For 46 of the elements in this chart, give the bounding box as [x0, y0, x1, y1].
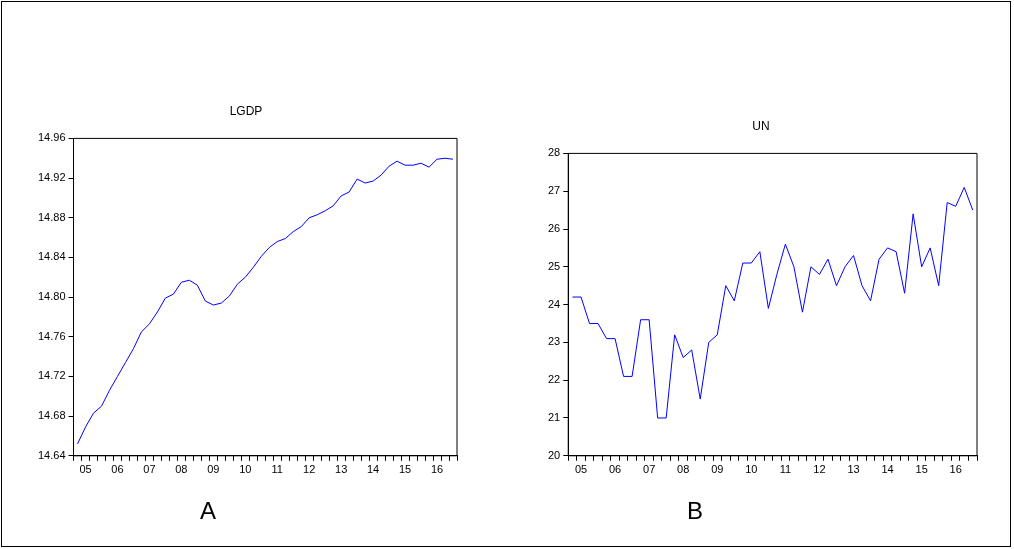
- y-tick-label: 24: [547, 297, 561, 310]
- x-tick-label: 12: [303, 463, 316, 476]
- x-tick-label: 11: [779, 463, 792, 476]
- x-tick-label: 09: [711, 463, 724, 476]
- x-tick-label: 07: [143, 463, 156, 476]
- x-tick-label: 16: [430, 463, 444, 476]
- y-tick-label: 21: [547, 411, 561, 424]
- y-tick-label: 14.92: [38, 171, 66, 184]
- x-tick-label: 06: [111, 463, 124, 476]
- y-tick-label: 28: [547, 146, 561, 159]
- x-tick-label: 12: [813, 463, 826, 476]
- x-tick-label: 05: [79, 463, 92, 476]
- y-tick-label: 27: [547, 184, 561, 197]
- x-tick-label: 10: [239, 463, 252, 476]
- chart-title: LGDP: [229, 103, 263, 118]
- x-tick-label: 05: [574, 463, 588, 476]
- y-tick-label: 25: [547, 259, 561, 272]
- y-tick-label: 14.64: [38, 448, 66, 461]
- y-tick-label: 22: [547, 373, 561, 386]
- text: A: [199, 497, 217, 525]
- y-tick-label: 23: [547, 335, 561, 348]
- x-tick-label: 09: [207, 463, 220, 476]
- y-tick-label: 14.84: [38, 250, 66, 263]
- y-tick-label: 14.72: [38, 369, 66, 382]
- y-tick-label: 14.76: [38, 329, 66, 342]
- x-tick-label: 15: [398, 463, 412, 476]
- chart-title: UN: [752, 118, 770, 133]
- x-tick-label: 06: [608, 463, 622, 476]
- y-tick-label: 26: [547, 222, 561, 235]
- text: B: [686, 497, 704, 525]
- y-tick-label: 20: [547, 448, 561, 461]
- x-tick-label: 13: [335, 463, 348, 476]
- x-tick-label: 10: [745, 463, 758, 476]
- x-tick-label: 14: [881, 463, 894, 476]
- y-tick-label: 14.96: [38, 131, 66, 144]
- x-tick-label: 08: [677, 463, 690, 476]
- x-tick-label: 08: [175, 463, 188, 476]
- x-tick-label: 11: [271, 463, 283, 476]
- y-tick-label: 14.68: [38, 409, 66, 422]
- x-tick-label: 13: [847, 463, 860, 476]
- y-tick-label: 14.80: [38, 290, 66, 303]
- y-tick-label: 14.88: [38, 210, 66, 223]
- x-tick-label: 16: [949, 463, 962, 476]
- x-tick-label: 15: [915, 463, 928, 476]
- x-tick-label: 07: [643, 463, 656, 476]
- x-tick-label: 14: [366, 463, 380, 476]
